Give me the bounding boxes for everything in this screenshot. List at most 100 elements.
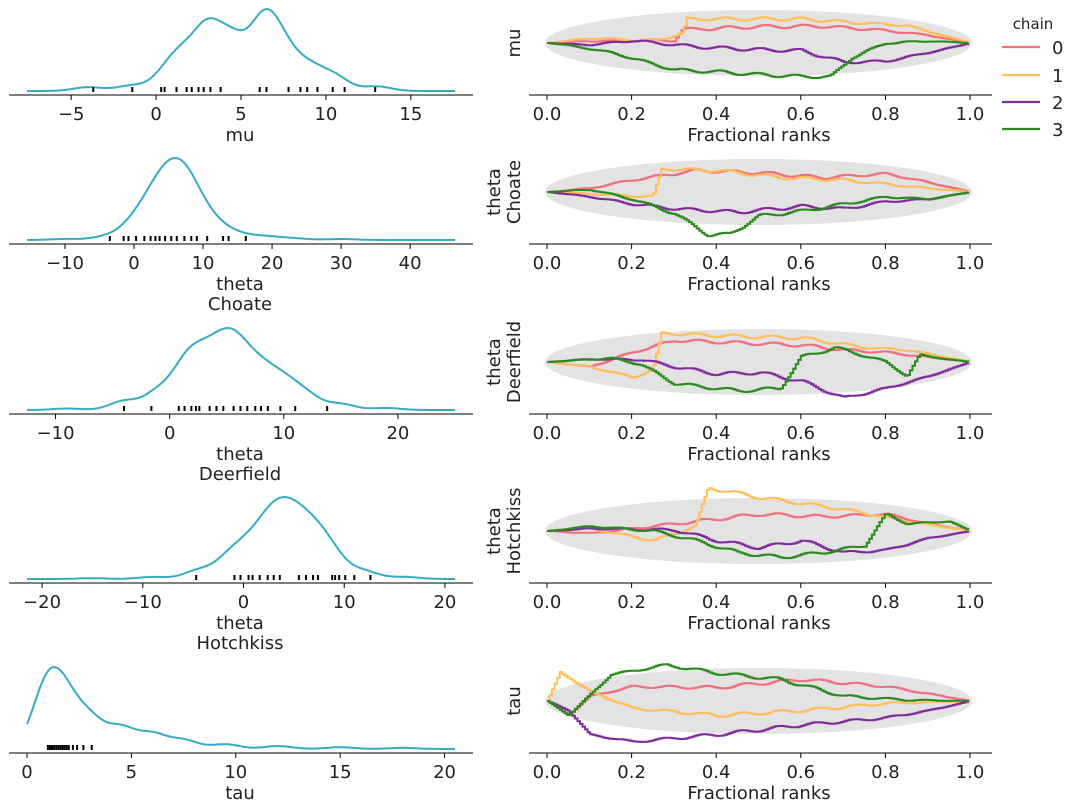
rank-tick-label-3-0: 0.0	[533, 592, 562, 613]
kde-tick-label-2-0: −10	[37, 423, 75, 444]
rank-tick-label-3-1: 0.2	[617, 592, 646, 613]
kde-xlabel-0-0: mu	[226, 125, 255, 146]
kde-tick-label-3-0: −20	[23, 592, 61, 613]
rank-tick-label-4-2: 0.4	[702, 762, 731, 783]
rank-tick-label-2-0: 0.0	[533, 423, 562, 444]
rank-tick-label-4-4: 0.8	[871, 762, 900, 783]
legend-label-0: 0	[1052, 38, 1063, 59]
rank-line-3-chain-2	[547, 527, 970, 554]
rank-tick-label-1-3: 0.6	[786, 253, 815, 274]
rank-tick-label-0-4: 0.8	[871, 104, 900, 125]
kde-xlabel-3-0: theta	[216, 613, 264, 634]
kde-xlabel-1-0: theta	[216, 274, 264, 295]
rank-line-1-chain-3	[547, 189, 970, 238]
rank-ylabel-0-0: mu	[504, 29, 525, 58]
kde-tick-label-1-5: 40	[399, 253, 422, 274]
kde-tick-label-3-1: −10	[124, 592, 162, 613]
kde-tick-label-0-2: 5	[235, 104, 246, 125]
rug-0	[92, 87, 377, 92]
rank-line-1-chain-2	[547, 191, 970, 215]
legend-entry-3: 3	[1002, 120, 1063, 141]
rank-tick-label-0-5: 1.0	[956, 104, 985, 125]
rank-ylabel-1-1: Choate	[504, 160, 525, 224]
rank-tick-label-3-3: 0.6	[786, 592, 815, 613]
legend: chain 0 1 2 3	[1002, 15, 1063, 141]
rank-line-1-chain-1	[547, 167, 970, 198]
rank-ylabel-2-1: Deerfield	[504, 321, 525, 403]
rug-2	[123, 406, 329, 411]
rank-line-0-chain-1	[547, 16, 970, 44]
kde-tick-label-0-0: −5	[58, 104, 85, 125]
rank-panel-3: 0.0 0.2 0.4 0.6 0.8 1.0 Fractional ranks theta H…	[484, 487, 992, 634]
rug-1	[108, 236, 247, 241]
rank-xlabel-1: Fractional ranks	[687, 274, 830, 295]
kde-curve-2	[27, 326, 455, 411]
legend-label-2: 2	[1052, 93, 1063, 114]
kde-tick-label-1-1: 0	[128, 253, 139, 274]
kde-tick-label-4-3: 15	[329, 762, 352, 783]
rank-line-4-chain-2	[547, 700, 970, 743]
rank-panel-0: 0.0 0.2 0.4 0.6 0.8 1.0 Fractional ranks mu	[504, 10, 992, 146]
rug-3	[195, 575, 372, 580]
rank-tick-label-1-4: 0.8	[871, 253, 900, 274]
rank-ylabel-4-0: tau	[504, 686, 525, 716]
kde-xlabel-4-0: tau	[225, 783, 255, 804]
kde-tick-label-3-2: 0	[238, 592, 249, 613]
rank-tick-label-0-0: 0.0	[533, 104, 562, 125]
rank-line-2-chain-0	[547, 338, 970, 368]
kde-tick-label-2-1: 0	[164, 423, 175, 444]
rank-tick-label-1-1: 0.2	[617, 253, 646, 274]
rank-tick-label-1-0: 0.0	[533, 253, 562, 274]
rank-ylabel-1-0: theta	[484, 168, 505, 216]
rank-ylabel-2-0: theta	[484, 338, 505, 386]
kde-tick-label-0-3: 10	[314, 104, 337, 125]
legend-entry-0: 0	[1002, 38, 1063, 59]
kde-tick-label-1-0: −10	[46, 253, 84, 274]
rank-line-0-chain-2	[547, 39, 970, 65]
kde-panel-0: −5 0 5 10 15 mu	[9, 7, 473, 146]
rank-tick-label-3-4: 0.8	[871, 592, 900, 613]
rank-xlabel-3: Fractional ranks	[687, 613, 830, 634]
legend-entry-2: 2	[1002, 93, 1063, 114]
rank-tick-label-2-2: 0.4	[702, 423, 731, 444]
kde-tick-label-4-0: 0	[21, 762, 32, 783]
rank-tick-label-4-1: 0.2	[617, 762, 646, 783]
rank-tick-label-3-5: 1.0	[956, 592, 985, 613]
kde-tick-label-4-2: 10	[224, 762, 247, 783]
rank-tick-label-4-0: 0.0	[533, 762, 562, 783]
kde-tick-label-3-4: 20	[433, 592, 456, 613]
rank-ylabel-3-0: theta	[484, 507, 505, 555]
legend-label-1: 1	[1052, 66, 1063, 87]
kde-tick-label-4-1: 5	[126, 762, 137, 783]
kde-curve-0	[27, 7, 455, 92]
rank-line-2-chain-3	[547, 346, 970, 393]
kde-tick-label-1-3: 20	[261, 253, 284, 274]
kde-tick-label-2-3: 20	[386, 423, 409, 444]
rank-tick-label-0-2: 0.4	[702, 104, 731, 125]
rank-tick-label-1-2: 0.4	[702, 253, 731, 274]
kde-xlabel-1-1: Choate	[208, 294, 272, 315]
rank-band-0	[545, 10, 972, 76]
rank-tick-label-2-4: 0.8	[871, 423, 900, 444]
kde-tick-label-2-2: 10	[272, 423, 295, 444]
rank-tick-label-0-3: 0.6	[786, 104, 815, 125]
legend-title: chain	[1013, 15, 1054, 33]
rank-tick-label-3-2: 0.4	[702, 592, 731, 613]
legend-entry-1: 1	[1002, 66, 1063, 87]
kde-xlabel-2-1: Deerfield	[199, 464, 281, 485]
kde-tick-label-1-4: 30	[330, 253, 353, 274]
rank-tick-label-0-1: 0.2	[617, 104, 646, 125]
rank-ylabel-3-1: Hotchkiss	[504, 487, 525, 574]
kde-tick-label-3-3: 10	[333, 592, 356, 613]
rug-4	[46, 745, 93, 750]
kde-tick-label-1-2: 10	[192, 253, 215, 274]
kde-tick-label-0-4: 15	[399, 104, 422, 125]
rank-band-2	[545, 329, 972, 395]
rank-tick-label-2-5: 1.0	[956, 423, 985, 444]
rank-tick-label-4-5: 1.0	[956, 762, 985, 783]
